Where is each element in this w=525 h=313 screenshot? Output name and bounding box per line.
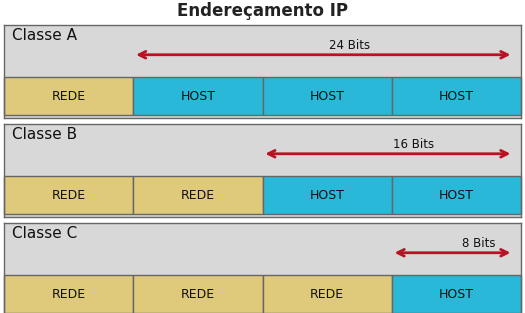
Text: HOST: HOST (181, 90, 215, 103)
Text: REDE: REDE (181, 189, 215, 202)
Bar (392, 275, 521, 313)
Text: REDE: REDE (181, 288, 215, 301)
Bar (133, 275, 262, 313)
Bar (262, 275, 392, 313)
Text: REDE: REDE (51, 288, 86, 301)
Text: HOST: HOST (439, 90, 474, 103)
Text: REDE: REDE (310, 288, 344, 301)
Bar (262, 176, 392, 214)
Text: HOST: HOST (439, 288, 474, 301)
Text: HOST: HOST (439, 189, 474, 202)
Text: REDE: REDE (51, 90, 86, 103)
Bar (392, 77, 521, 115)
Bar (4, 275, 133, 313)
Text: Classe A: Classe A (12, 28, 77, 43)
Bar (133, 176, 262, 214)
Text: Classe B: Classe B (12, 127, 77, 142)
Bar (392, 176, 521, 214)
Bar (133, 77, 262, 115)
Text: REDE: REDE (51, 189, 86, 202)
Text: Endereçamento IP: Endereçamento IP (177, 2, 348, 20)
Text: 16 Bits: 16 Bits (393, 138, 434, 151)
Bar (4, 176, 133, 214)
Text: HOST: HOST (310, 90, 344, 103)
Bar (262, 77, 392, 115)
Text: 8 Bits: 8 Bits (461, 237, 495, 250)
Text: 24 Bits: 24 Bits (329, 39, 370, 52)
Text: HOST: HOST (310, 189, 344, 202)
Bar (4, 77, 133, 115)
Text: Classe C: Classe C (12, 226, 77, 241)
